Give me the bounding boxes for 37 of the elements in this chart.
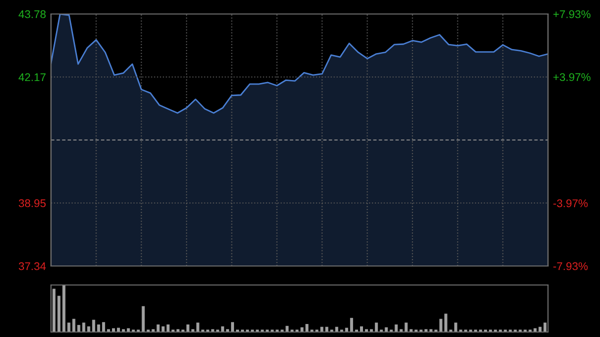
- bar: [196, 322, 200, 332]
- y2-tick-label: -7.93%: [553, 262, 588, 270]
- y2-tick-label: +3.97%: [553, 73, 590, 82]
- bar: [72, 318, 76, 332]
- bar: [286, 326, 289, 332]
- bar: [67, 322, 70, 332]
- bar: [231, 322, 234, 332]
- bar: [156, 324, 160, 332]
- bar: [92, 320, 96, 332]
- bar: [360, 326, 363, 332]
- bar: [112, 328, 115, 332]
- bar: [439, 318, 442, 332]
- bar: [534, 328, 537, 332]
- bar: [126, 328, 130, 332]
- y-tick-label: 42.17: [18, 73, 46, 82]
- bar: [374, 322, 378, 332]
- bar: [52, 288, 56, 332]
- y-tick-label: 38.95: [18, 199, 46, 208]
- bar: [87, 326, 90, 332]
- bar: [166, 324, 170, 332]
- y-tick-label: 37.34: [18, 262, 46, 270]
- bar: [62, 285, 66, 332]
- bar: [57, 296, 60, 332]
- bar: [544, 322, 547, 332]
- bar: [404, 322, 408, 332]
- bar: [186, 324, 190, 332]
- y-tick-label: 43.78: [18, 10, 46, 18]
- y2-tick-label: -3.97%: [553, 199, 588, 208]
- bar: [444, 314, 448, 332]
- bar: [350, 318, 354, 332]
- bar: [221, 326, 224, 332]
- bar: [97, 324, 100, 332]
- bar: [394, 324, 398, 332]
- bar: [305, 324, 308, 332]
- bar: [102, 322, 106, 332]
- bar: [162, 326, 165, 332]
- y2-tick-label: +7.93%: [553, 10, 590, 18]
